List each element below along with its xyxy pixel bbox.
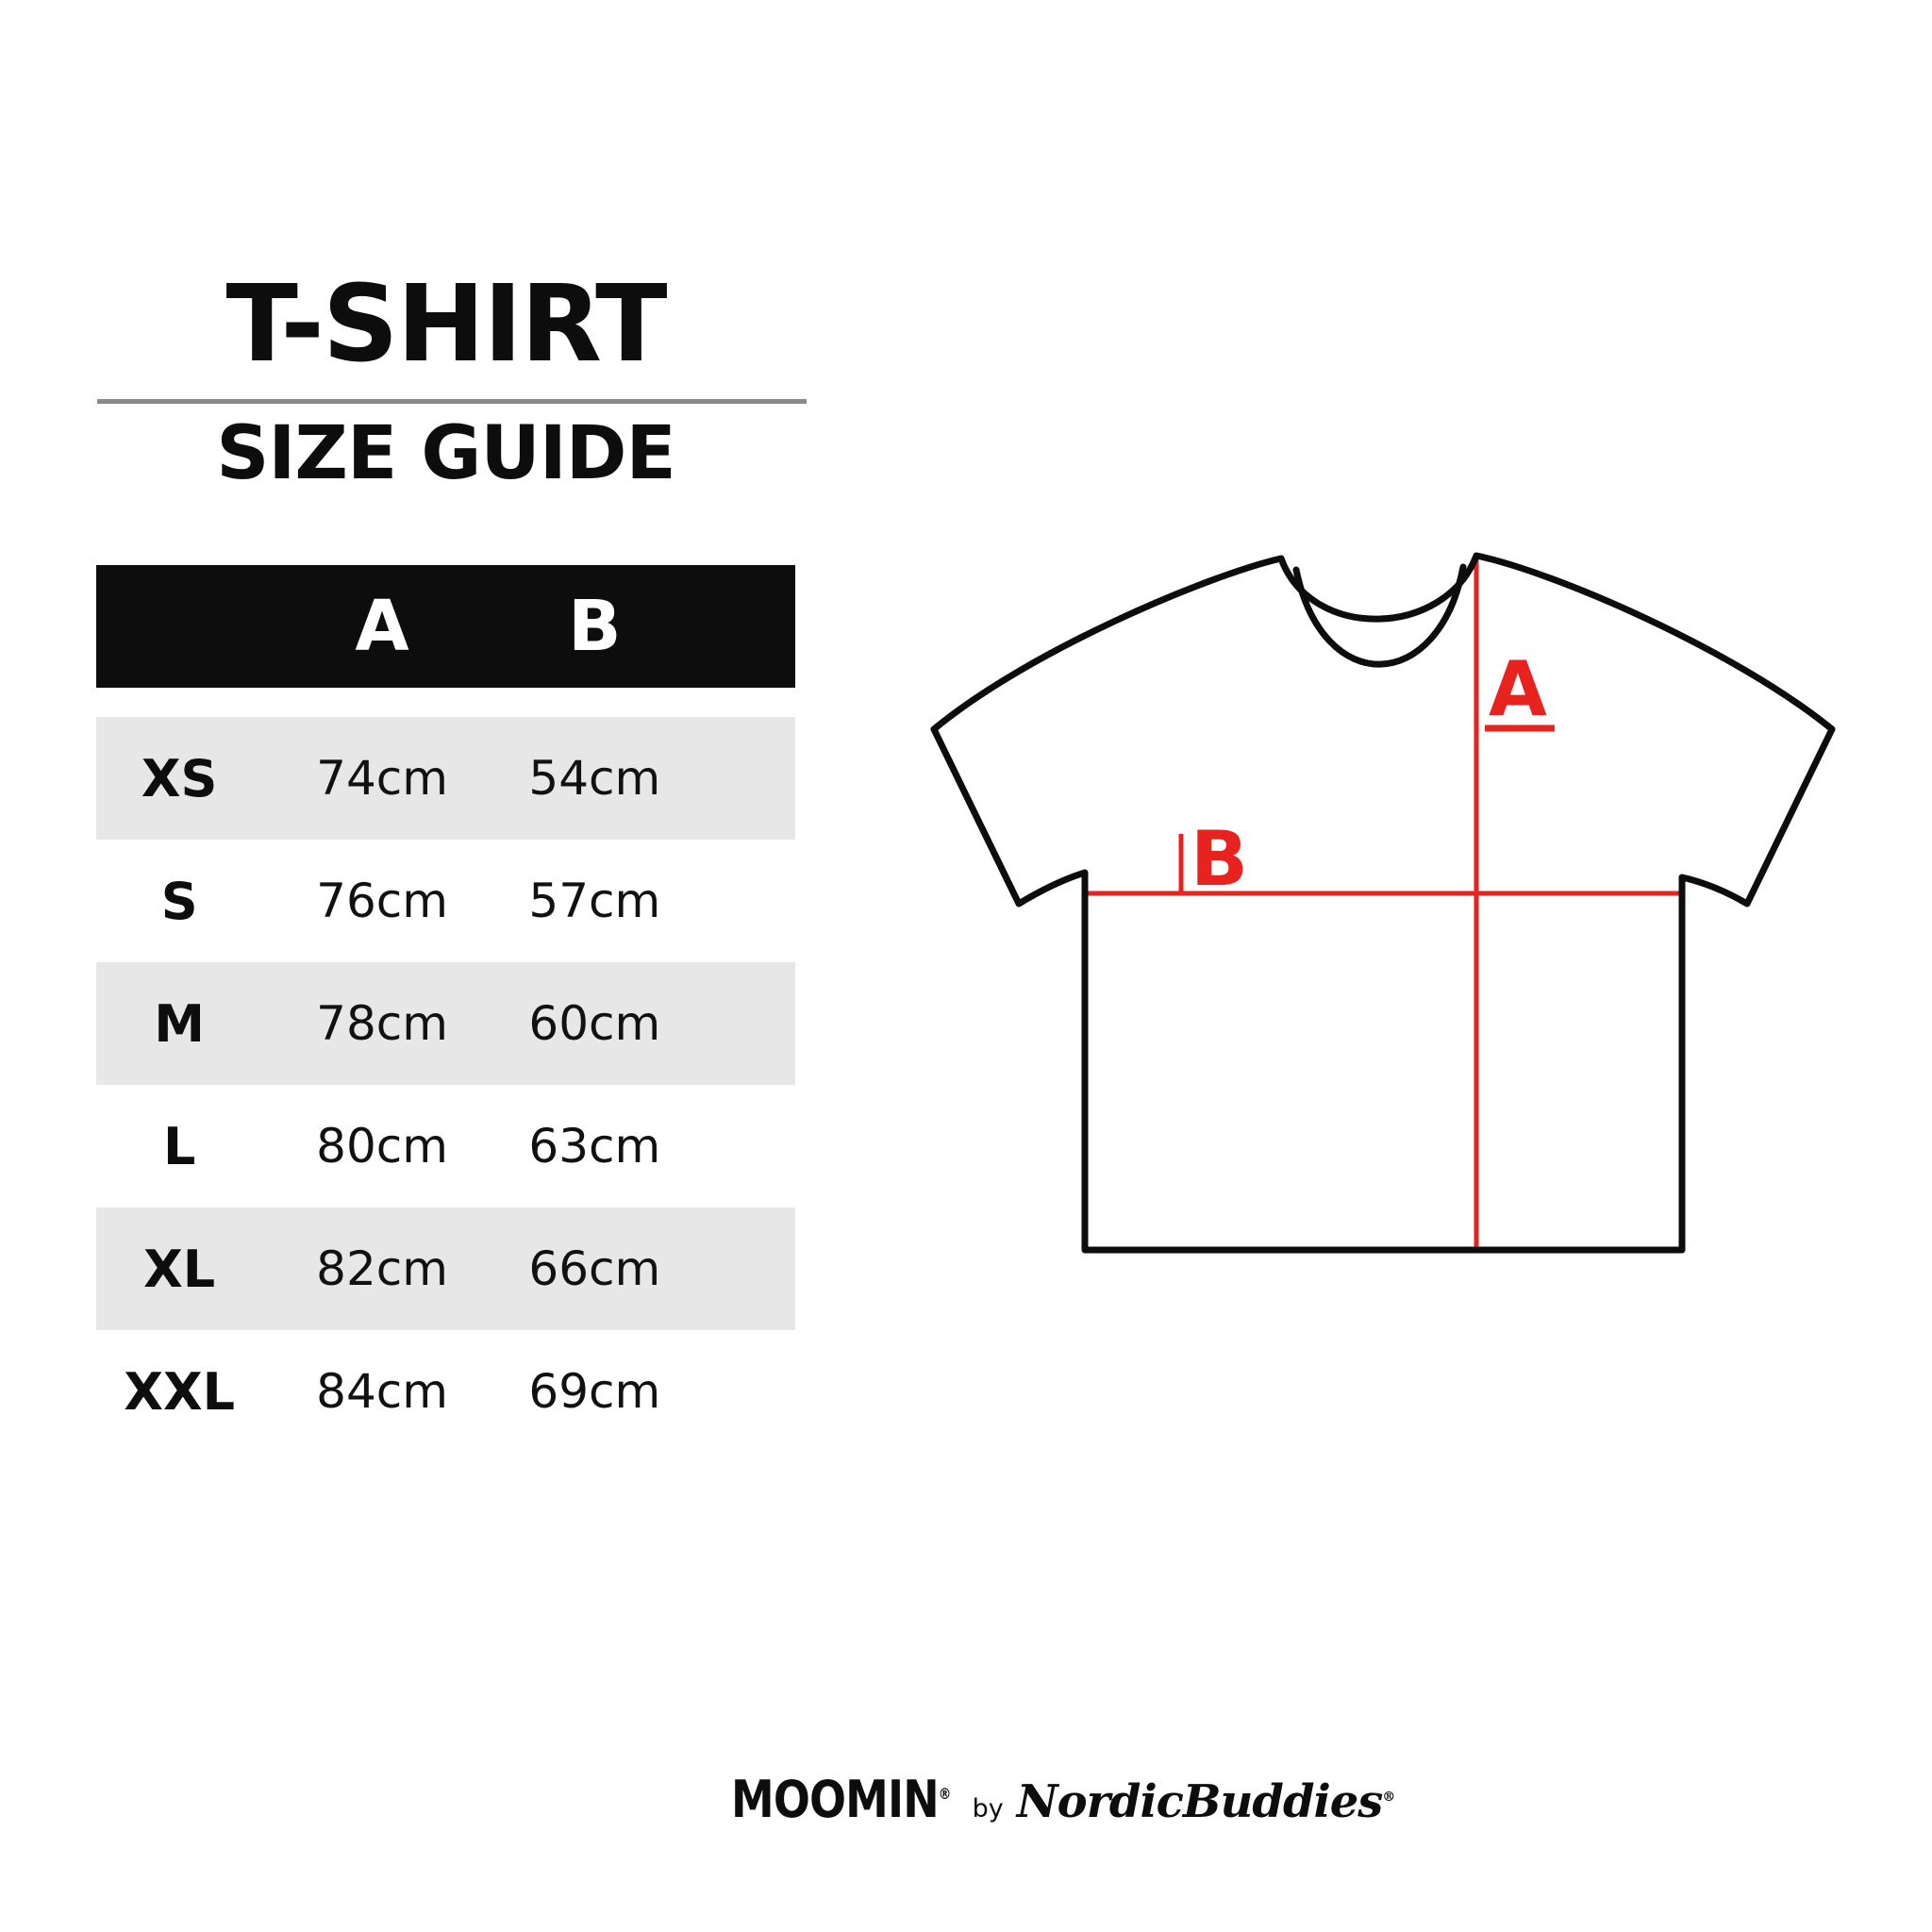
size-label: M xyxy=(154,993,206,1054)
measure-a-value: 76cm xyxy=(316,874,448,928)
measure-b-value: 54cm xyxy=(528,751,661,806)
registered-mark-icon: ® xyxy=(938,1785,952,1803)
brand-by-text: by xyxy=(972,1794,1004,1824)
diagram-label-b: B xyxy=(1191,815,1248,903)
measure-b-value: 69cm xyxy=(528,1364,661,1419)
title-divider-line xyxy=(97,399,807,404)
diagram-label-a: A xyxy=(1489,645,1547,733)
measure-b-value: 57cm xyxy=(528,874,661,928)
registered-mark-icon: ® xyxy=(1382,1790,1395,1805)
table-row-s: S 76cm 57cm xyxy=(96,840,795,962)
brand-logo: MOOMIN® by NordicBuddies® xyxy=(731,1770,1395,1845)
table-row-xl: XL 82cm 66cm xyxy=(96,1208,795,1330)
size-label: XL xyxy=(143,1239,216,1299)
measure-b-value: 60cm xyxy=(528,996,661,1051)
table-row-xs: XS 74cm 54cm xyxy=(96,717,795,840)
nordicbuddies-wordmark: NordicBuddies® xyxy=(1016,1775,1396,1828)
measure-a-value: 80cm xyxy=(316,1119,448,1174)
page-title: T-SHIRT xyxy=(225,263,667,386)
measure-b-value: 66cm xyxy=(528,1241,661,1296)
table-row-l: L 80cm 63cm xyxy=(96,1085,795,1208)
size-label: XS xyxy=(141,748,218,808)
page-subtitle: SIZE GUIDE xyxy=(216,411,676,496)
tshirt-outline-stroke xyxy=(930,552,1836,1254)
measure-a-value: 78cm xyxy=(316,996,448,1051)
size-label: S xyxy=(160,871,198,931)
moomin-wordmark: MOOMIN® xyxy=(731,1770,951,1829)
tshirt-outline-fill xyxy=(934,556,1832,1250)
table-row-xxl: XXL 84cm 69cm xyxy=(96,1330,795,1453)
header-col-b: B xyxy=(568,586,622,667)
measure-a-value: 82cm xyxy=(316,1241,448,1296)
tshirt-measurement-diagram: A B xyxy=(930,552,1836,1254)
size-table: A B XS 74cm 54cm S 76cm 57cm M 78cm 60cm… xyxy=(96,565,795,1453)
size-label: XXL xyxy=(124,1361,236,1422)
size-table-header: A B xyxy=(96,565,795,688)
header-col-a: A xyxy=(355,586,409,667)
size-label: L xyxy=(162,1116,196,1176)
measure-a-value: 84cm xyxy=(316,1364,448,1419)
table-row-m: M 78cm 60cm xyxy=(96,962,795,1085)
measure-a-value: 74cm xyxy=(316,751,448,806)
measure-b-value: 63cm xyxy=(528,1119,661,1174)
collar-inner-line xyxy=(1292,563,1467,668)
